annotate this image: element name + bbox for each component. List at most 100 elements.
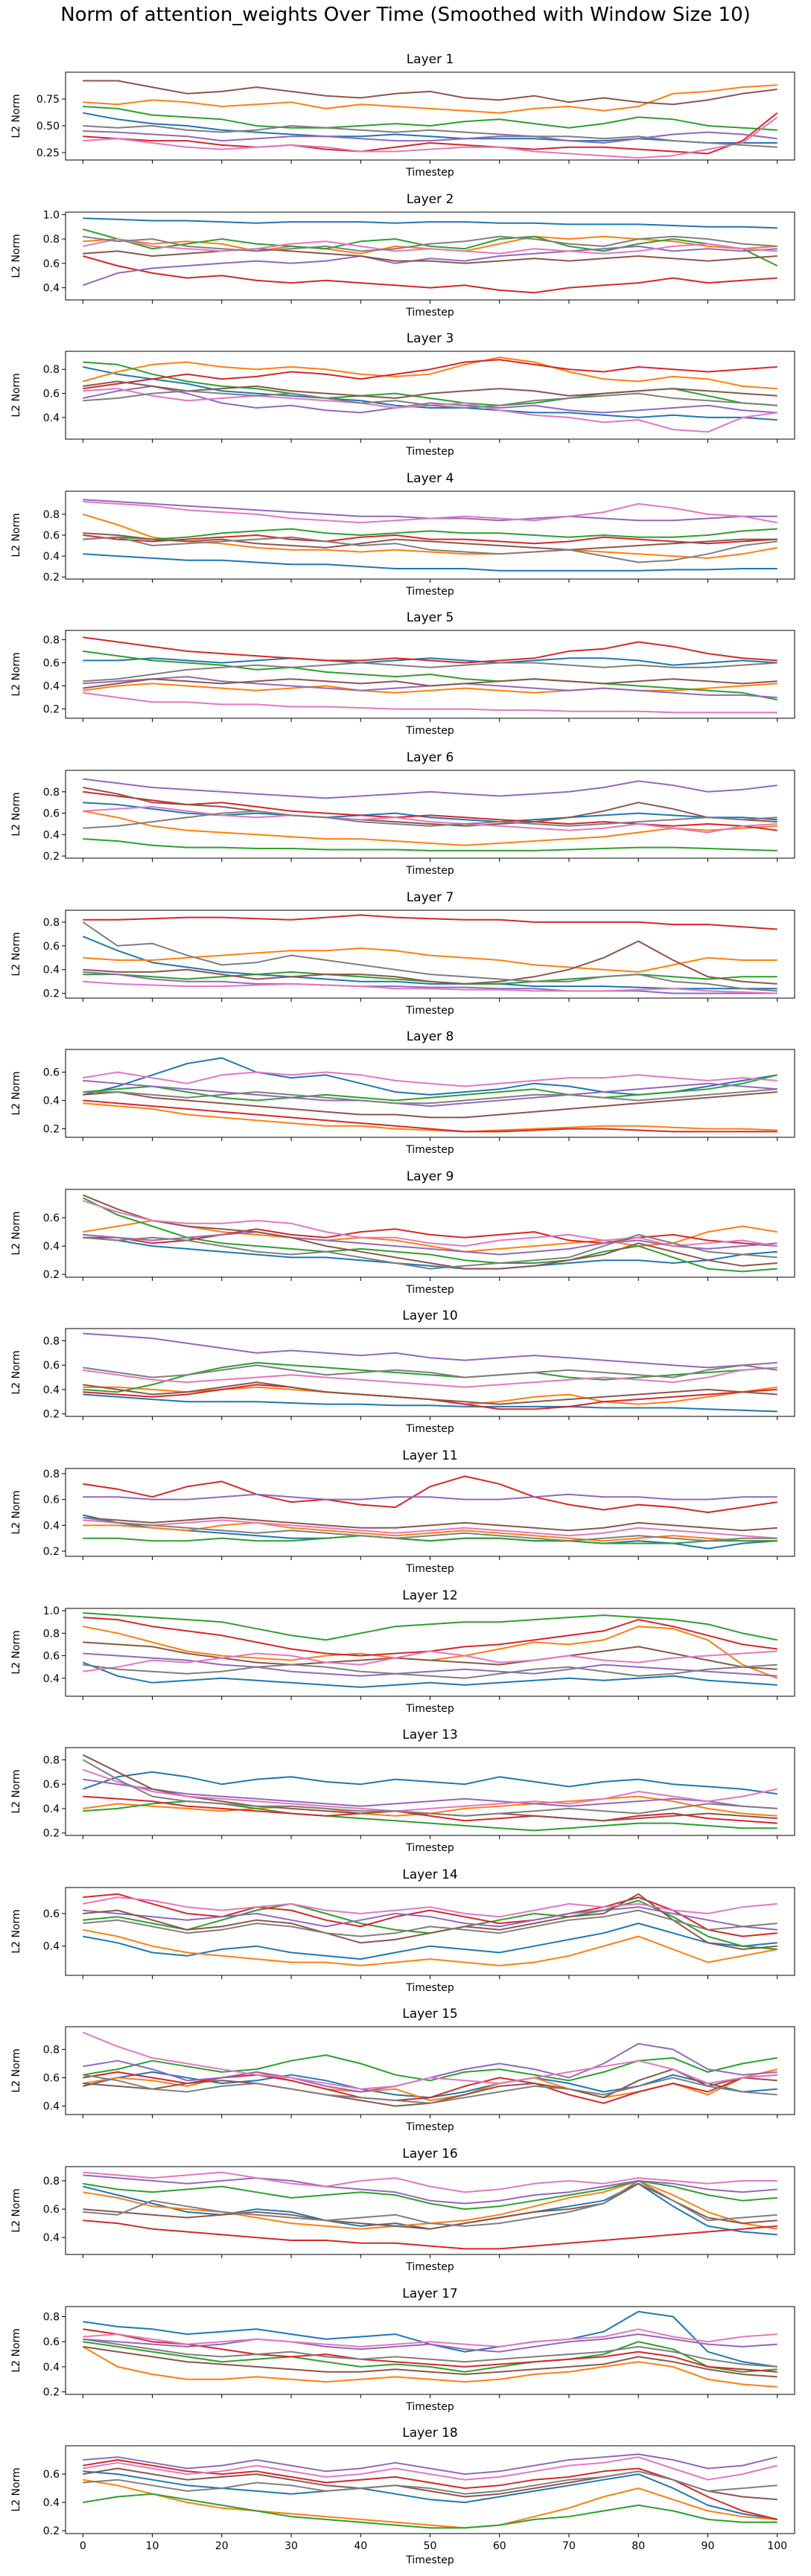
subplot-title: Layer 13 — [402, 1728, 457, 1742]
y-tick-label: 0.6 — [43, 1908, 60, 1920]
series-line-1 — [82, 936, 777, 990]
series-line-5 — [83, 1231, 777, 1256]
x-tick-label: 0 — [80, 2540, 86, 2552]
series-line-2 — [83, 947, 777, 973]
y-axis-label: L2 Norm — [10, 1211, 22, 1255]
figure-title: Norm of attention_weights Over Time (Smo… — [60, 4, 751, 26]
subplot-title: Layer 8 — [407, 1029, 454, 1044]
x-axis-label: Timestep — [405, 2121, 454, 2133]
y-tick-label: 0.2 — [43, 2525, 60, 2537]
series-line-7 — [83, 1367, 777, 1388]
plot-frame — [65, 2306, 795, 2395]
x-tick-label: 90 — [702, 2540, 715, 2552]
series-line-4 — [83, 636, 777, 664]
series-line-2 — [83, 1102, 777, 1133]
subplot-title: Layer 11 — [402, 1448, 457, 1463]
series-line-6 — [83, 678, 777, 689]
y-axis-label: L2 Norm — [10, 1769, 22, 1813]
subplot-layer-17: Layer 17 0.2 0.4 0.6 0.8 Timestep L2 Norm — [10, 2286, 795, 2413]
series-line-8 — [83, 390, 777, 409]
series-line-4 — [83, 1228, 777, 1247]
y-axis-label: L2 Norm — [10, 932, 22, 976]
series-line-2 — [83, 810, 777, 846]
y-tick-label: 0.2 — [43, 851, 60, 863]
series-line-3 — [83, 1612, 777, 1641]
x-axis-label: Timestep — [405, 167, 454, 179]
y-tick-label: 0.25 — [36, 147, 60, 159]
y-tick-label: 1.0 — [43, 209, 60, 221]
plot-frame — [65, 490, 795, 580]
x-axis-label: Timestep — [405, 2554, 454, 2566]
x-axis-label: Timestep — [405, 725, 454, 737]
y-tick-label: 0.4 — [43, 1941, 60, 1953]
y-tick-label: 0.6 — [43, 1651, 60, 1663]
series-line-7 — [83, 2456, 777, 2481]
y-axis-label: L2 Norm — [10, 652, 22, 696]
series-line-8 — [83, 2180, 777, 2227]
plot-frame — [65, 910, 795, 999]
subplot-title: Layer 12 — [402, 1588, 457, 1603]
series-line-7 — [83, 2328, 777, 2348]
series-line-3 — [83, 838, 777, 851]
series-line-7 — [83, 388, 777, 433]
series-line-5 — [83, 2453, 777, 2476]
y-tick-label: 0.8 — [43, 2311, 60, 2323]
series-line-1 — [82, 1661, 777, 1688]
series-line-4 — [83, 2219, 777, 2250]
y-tick-label: 0.6 — [43, 2469, 60, 2481]
series-line-3 — [83, 528, 777, 540]
y-axis-label: L2 Norm — [10, 513, 22, 557]
subplot-layer-5: Layer 5 0.2 0.4 0.6 0.8 Timestep L2 Norm — [10, 610, 795, 737]
series-line-2 — [82, 2346, 777, 2388]
series-line-8 — [83, 1663, 777, 1679]
series-line-8 — [83, 125, 777, 148]
series-line-2 — [83, 1928, 777, 1966]
plot-frame — [65, 770, 795, 859]
series-line-3 — [82, 1197, 777, 1273]
series-line-8 — [83, 1909, 777, 1937]
x-tick-label: 20 — [215, 2540, 229, 2552]
y-tick-label: 0.6 — [43, 258, 60, 270]
series-line-2 — [83, 2068, 777, 2101]
series-line-7 — [83, 980, 777, 994]
series-line-4 — [83, 1617, 777, 1657]
series-line-4 — [83, 1893, 777, 1937]
series-line-1 — [83, 366, 777, 421]
series-line-4 — [83, 534, 777, 545]
series-line-1 — [83, 2071, 777, 2099]
series-line-3 — [83, 2493, 777, 2529]
series-line-6 — [83, 1091, 777, 1119]
subplot-title: Layer 14 — [402, 1867, 457, 1882]
series-line-8 — [82, 921, 777, 992]
subplot-title: Layer 17 — [402, 2286, 457, 2301]
subplot-layer-6: Layer 6 0.2 0.4 0.6 0.8 Timestep L2 Norm — [10, 750, 795, 877]
x-tick-label: 70 — [562, 2540, 576, 2552]
y-tick-label: 0.6 — [43, 1212, 60, 1224]
series-line-5 — [83, 676, 777, 699]
y-tick-label: 0.4 — [43, 551, 60, 563]
series-line-3 — [83, 106, 777, 131]
x-axis-label: Timestep — [405, 1563, 454, 1575]
series-line-5 — [83, 1493, 777, 1500]
y-tick-label: 0.6 — [43, 1067, 60, 1078]
subplot-title: Layer 7 — [407, 890, 454, 905]
series-line-4 — [83, 914, 777, 930]
subplot-layer-3: Layer 3 0.4 0.6 0.8 Timestep L2 Norm — [10, 331, 795, 458]
series-line-6 — [83, 2182, 777, 2230]
y-tick-label: 0.6 — [43, 2336, 60, 2348]
y-tick-label: 0.4 — [43, 1673, 60, 1685]
x-axis-label: Timestep — [405, 2261, 454, 2273]
y-tick-label: 0.8 — [43, 917, 60, 929]
series-line-8 — [82, 1759, 777, 1817]
y-tick-label: 0.4 — [43, 2362, 60, 2374]
series-line-6 — [82, 1754, 777, 1822]
y-tick-label: 0.4 — [43, 1241, 60, 1253]
series-line-3 — [83, 2341, 777, 2373]
series-line-3 — [83, 228, 778, 266]
plot-frame — [65, 1049, 795, 1138]
y-tick-label: 0.6 — [43, 808, 60, 820]
y-axis-label: L2 Norm — [10, 1909, 22, 1953]
subplot-title: Layer 3 — [407, 331, 454, 346]
y-tick-label: 0.4 — [43, 2101, 60, 2113]
series-line-4 — [83, 112, 778, 155]
